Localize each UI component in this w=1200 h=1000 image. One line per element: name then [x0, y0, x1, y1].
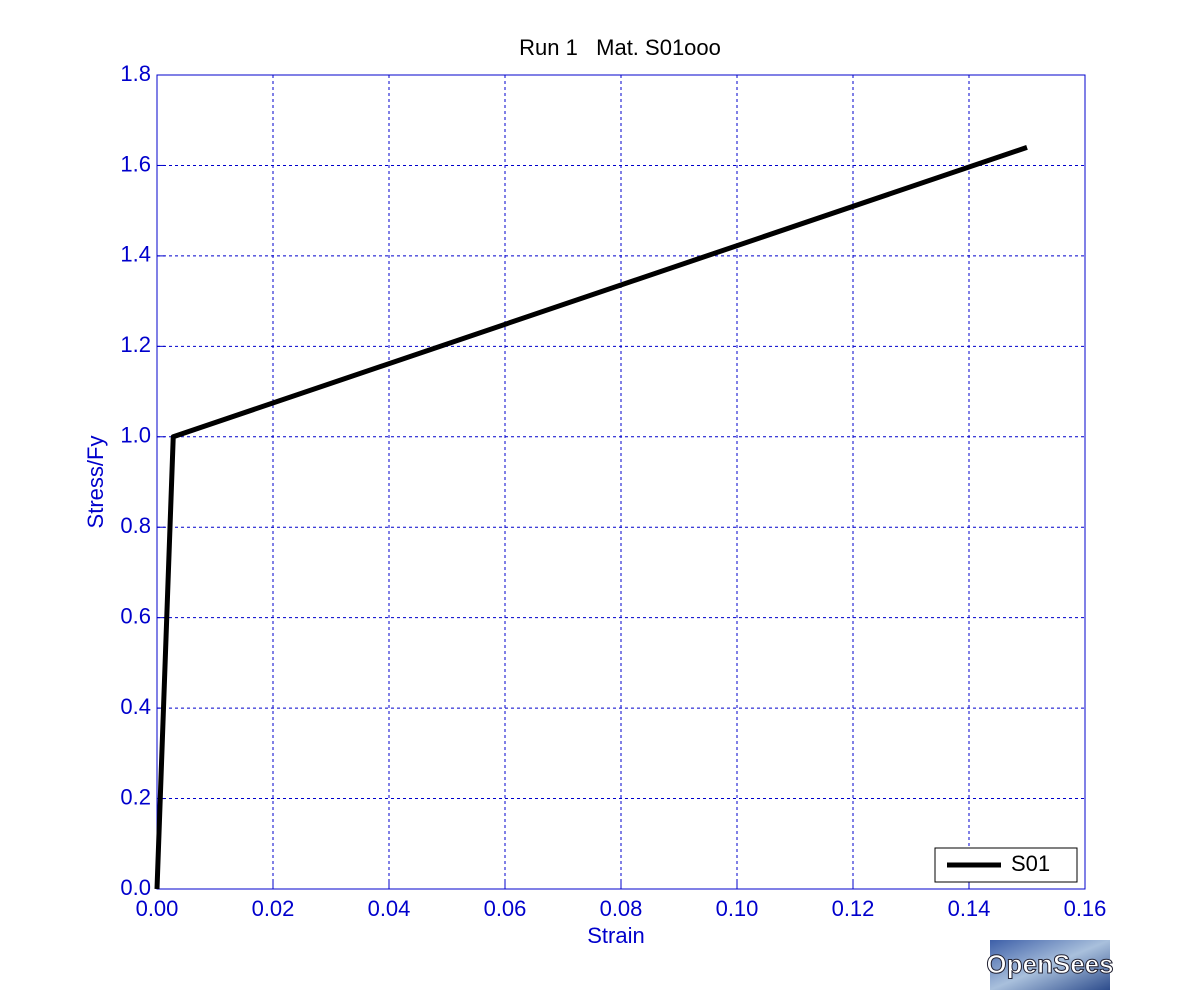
x-tick-label: 0.14	[948, 896, 991, 921]
x-tick-label: 0.02	[252, 896, 295, 921]
y-tick-label: 1.0	[120, 423, 151, 448]
y-tick-label: 0.8	[120, 513, 151, 538]
logo: OpenSees	[986, 949, 1113, 979]
y-tick-label: 0.4	[120, 694, 151, 719]
legend-label: S01	[1011, 851, 1050, 876]
x-tick-label: 0.04	[368, 896, 411, 921]
logo-box	[990, 940, 1110, 990]
y-tick-label: 1.6	[120, 151, 151, 176]
x-tick-label: 0.08	[600, 896, 643, 921]
x-tick-label: 0.10	[716, 896, 759, 921]
y-tick-label: 1.2	[120, 332, 151, 357]
plot-frame	[156, 74, 1086, 890]
y-tick-label: 1.8	[120, 61, 151, 86]
y-tick-label: 0.2	[120, 784, 151, 809]
x-axis-label: Strain	[587, 923, 644, 948]
x-tick-label: 0.12	[832, 896, 875, 921]
data-line	[154, 144, 1028, 890]
x-tick-label: 0.06	[484, 896, 527, 921]
y-axis-label: Stress/Fy	[83, 436, 108, 529]
y-tick-label: 0.6	[120, 603, 151, 628]
y-tick-label: 0.0	[120, 875, 151, 900]
y-tick-label: 1.4	[120, 242, 151, 267]
x-tick-label: 0.00	[136, 896, 179, 921]
x-tick-label: 0.16	[1064, 896, 1107, 921]
chart-title: Run 1 Mat. S01ooo	[519, 35, 721, 60]
